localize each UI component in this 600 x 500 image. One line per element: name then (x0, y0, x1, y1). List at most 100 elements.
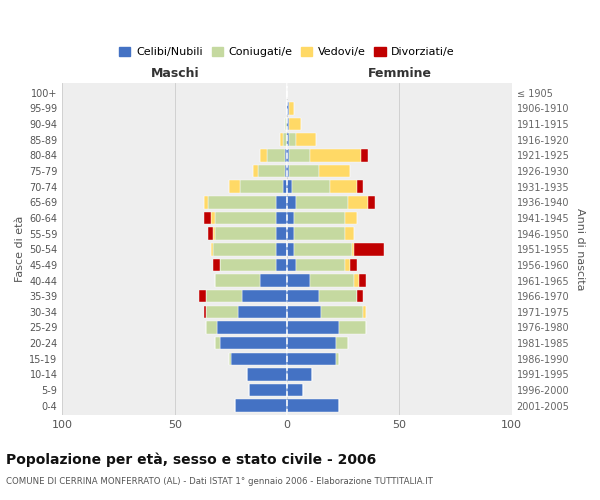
Bar (240, 180, 283, 193)
Bar (352, 243, 355, 256)
Bar (287, 274, 310, 287)
Bar (348, 196, 368, 208)
Bar (285, 149, 287, 162)
Bar (213, 243, 276, 256)
Bar (364, 306, 365, 318)
Bar (220, 337, 287, 349)
Bar (287, 196, 296, 208)
Bar (287, 290, 319, 302)
Bar (211, 212, 215, 224)
Bar (247, 368, 287, 380)
Bar (220, 258, 276, 271)
Bar (208, 196, 276, 208)
Legend: Celibi/Nubili, Coniugati/e, Vedovi/e, Divorziati/e: Celibi/Nubili, Coniugati/e, Vedovi/e, Di… (115, 42, 459, 62)
Bar (215, 337, 220, 349)
Bar (204, 196, 208, 208)
Bar (310, 274, 355, 287)
Bar (287, 102, 289, 115)
Bar (287, 384, 303, 396)
Bar (276, 212, 287, 224)
Bar (287, 258, 296, 271)
Bar (346, 228, 355, 240)
Bar (287, 400, 339, 412)
Bar (260, 149, 267, 162)
Bar (319, 164, 350, 177)
Bar (289, 134, 296, 146)
Bar (337, 337, 348, 349)
Bar (260, 274, 287, 287)
Bar (253, 164, 258, 177)
Bar (283, 134, 287, 146)
Bar (287, 212, 294, 224)
Bar (276, 196, 287, 208)
Bar (215, 274, 260, 287)
Bar (285, 164, 287, 177)
Bar (217, 321, 287, 334)
Bar (294, 228, 346, 240)
Bar (361, 149, 368, 162)
Bar (346, 212, 356, 224)
Bar (283, 180, 287, 193)
Text: Femmine: Femmine (367, 67, 431, 80)
Bar (229, 180, 240, 193)
Bar (310, 149, 361, 162)
Bar (321, 306, 364, 318)
Bar (287, 134, 289, 146)
Bar (287, 118, 289, 130)
Bar (287, 243, 294, 256)
Text: Popolazione per età, sesso e stato civile - 2006: Popolazione per età, sesso e stato civil… (6, 452, 376, 467)
Bar (339, 321, 365, 334)
Bar (213, 228, 215, 240)
Bar (355, 274, 359, 287)
Bar (206, 290, 242, 302)
Bar (287, 321, 339, 334)
Bar (287, 149, 289, 162)
Bar (211, 243, 213, 256)
Bar (330, 180, 356, 193)
Bar (280, 134, 283, 146)
Bar (289, 118, 301, 130)
Bar (213, 258, 220, 271)
Bar (208, 228, 213, 240)
Bar (289, 164, 319, 177)
Bar (287, 164, 289, 177)
Bar (231, 352, 287, 365)
Bar (276, 228, 287, 240)
Bar (296, 134, 316, 146)
Bar (215, 212, 276, 224)
Bar (204, 306, 206, 318)
Bar (294, 243, 352, 256)
Bar (276, 243, 287, 256)
Bar (294, 212, 346, 224)
Bar (267, 149, 285, 162)
Bar (249, 384, 287, 396)
Bar (355, 243, 383, 256)
Bar (204, 212, 211, 224)
Bar (215, 228, 276, 240)
Text: COMUNE DI CERRINA MONFERRATO (AL) - Dati ISTAT 1° gennaio 2006 - Elaborazione TU: COMUNE DI CERRINA MONFERRATO (AL) - Dati… (6, 478, 433, 486)
Bar (287, 228, 294, 240)
Bar (359, 274, 365, 287)
Bar (235, 400, 287, 412)
Bar (319, 290, 356, 302)
Bar (356, 290, 364, 302)
Bar (296, 258, 346, 271)
Bar (199, 290, 206, 302)
Bar (229, 352, 231, 365)
Bar (289, 102, 294, 115)
Y-axis label: Anni di nascita: Anni di nascita (575, 208, 585, 290)
Bar (287, 306, 321, 318)
Bar (287, 337, 337, 349)
Bar (287, 180, 292, 193)
Bar (337, 352, 339, 365)
Bar (242, 290, 287, 302)
Bar (289, 149, 310, 162)
Bar (292, 180, 330, 193)
Bar (346, 258, 350, 271)
Bar (287, 352, 337, 365)
Bar (258, 164, 285, 177)
Bar (206, 306, 238, 318)
Bar (296, 196, 348, 208)
Text: Maschi: Maschi (151, 67, 199, 80)
Bar (276, 258, 287, 271)
